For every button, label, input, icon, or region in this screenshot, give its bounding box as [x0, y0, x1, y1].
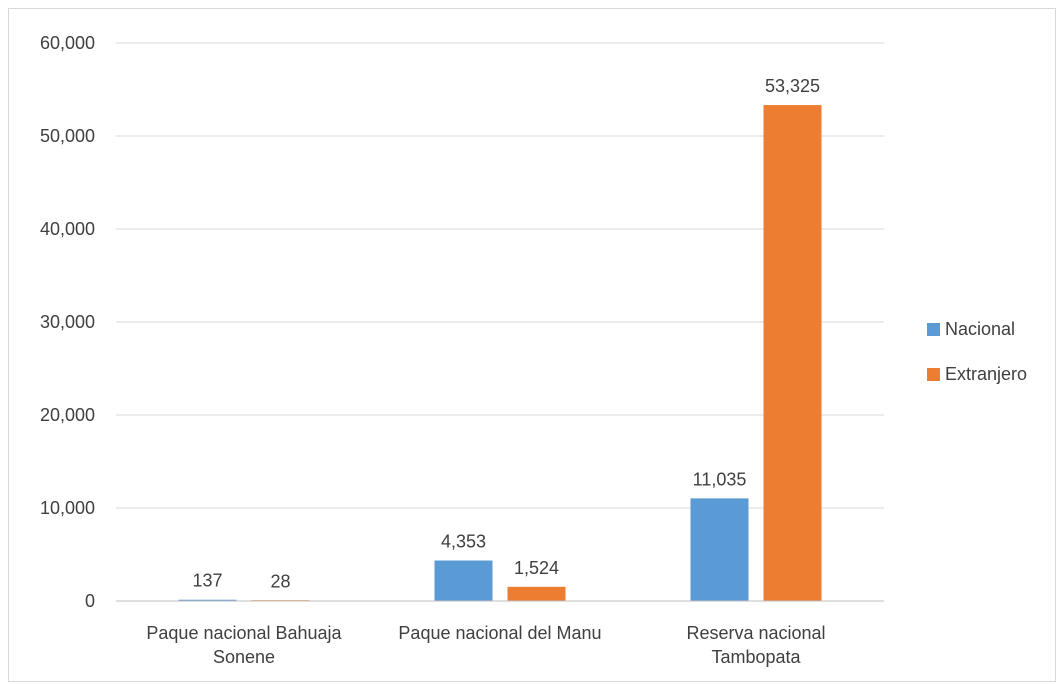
data-label: 4,353 — [441, 532, 486, 552]
legend-label: Nacional — [945, 319, 1015, 339]
data-label: 1,524 — [514, 558, 559, 578]
data-label: 137 — [192, 571, 222, 591]
legend-label: Extranjero — [945, 364, 1027, 384]
legend-swatch — [927, 323, 940, 336]
bar — [434, 560, 493, 601]
legend-swatch — [927, 368, 940, 381]
x-tick-label: Tambopata — [711, 647, 801, 667]
y-axis: 0 10,000 20,000 30,000 40,000 50,000 60,000 — [40, 33, 95, 611]
bar — [178, 599, 237, 601]
y-tick-label: 50,000 — [40, 126, 95, 146]
chart-frame — [8, 8, 1056, 682]
y-tick-label: 60,000 — [40, 33, 95, 53]
data-label: 11,035 — [693, 469, 747, 489]
bar — [763, 105, 822, 601]
x-tick-label: Paque nacional del Manu — [398, 623, 601, 643]
bar — [690, 498, 749, 601]
x-tick-label: Sonene — [213, 647, 275, 667]
y-tick-label: 40,000 — [40, 219, 95, 239]
x-axis: Paque nacional Bahuaja Sonene Paque nacion… — [116, 600, 884, 667]
legend: Nacional Extranjero — [927, 319, 1027, 384]
bar — [507, 586, 566, 601]
x-tick-label: Paque nacional Bahuaja — [146, 623, 342, 643]
data-label: 53,325 — [765, 76, 820, 96]
y-tick-label: 30,000 — [40, 312, 95, 332]
y-tick-label: 20,000 — [40, 405, 95, 425]
x-tick-label: Reserva nacional — [686, 623, 825, 643]
data-label: 28 — [270, 572, 290, 592]
gridlines — [116, 42, 884, 509]
bars — [178, 105, 822, 601]
y-tick-label: 10,000 — [40, 498, 95, 518]
y-tick-label: 0 — [85, 591, 95, 611]
data-labels: 137 28 4,353 1,524 11,035 53,325 — [192, 76, 820, 592]
